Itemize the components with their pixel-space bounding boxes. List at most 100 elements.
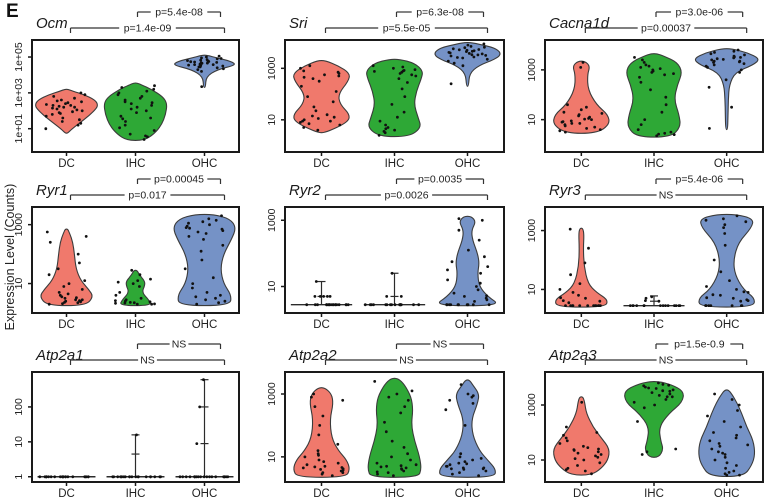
data-point bbox=[735, 214, 739, 218]
data-point bbox=[330, 474, 334, 478]
data-point bbox=[313, 405, 317, 408]
data-point bbox=[642, 384, 646, 388]
data-point bbox=[128, 132, 132, 136]
data-point bbox=[448, 463, 452, 467]
data-point bbox=[199, 58, 203, 62]
data-point bbox=[717, 450, 720, 454]
data-point bbox=[475, 285, 478, 288]
data-point bbox=[597, 447, 600, 451]
data-point bbox=[410, 73, 414, 77]
data-point bbox=[197, 65, 201, 69]
data-point bbox=[64, 475, 68, 479]
data-point bbox=[653, 403, 656, 407]
data-point bbox=[47, 475, 50, 479]
data-point bbox=[300, 84, 303, 88]
data-point bbox=[564, 436, 568, 440]
data-point bbox=[585, 105, 588, 109]
data-point bbox=[311, 77, 315, 80]
data-point bbox=[484, 469, 488, 473]
data-point bbox=[598, 461, 602, 465]
x-tick-label: IHC bbox=[644, 488, 664, 500]
data-point bbox=[641, 58, 644, 62]
data-point bbox=[661, 383, 665, 386]
data-point bbox=[132, 301, 136, 305]
data-point bbox=[57, 291, 61, 294]
data-point bbox=[123, 123, 127, 127]
data-point bbox=[461, 466, 465, 470]
x-tick-label: DC bbox=[573, 319, 590, 331]
data-point bbox=[194, 295, 198, 299]
data-point bbox=[719, 270, 723, 274]
data-point bbox=[62, 105, 66, 109]
data-point bbox=[738, 473, 741, 477]
data-point bbox=[565, 439, 569, 443]
data-point bbox=[659, 304, 662, 307]
data-point bbox=[410, 389, 414, 393]
data-point bbox=[329, 119, 332, 123]
data-point bbox=[71, 475, 75, 479]
data-point bbox=[710, 447, 714, 451]
y-tick-label: 1000 bbox=[526, 58, 538, 82]
data-point bbox=[444, 408, 448, 412]
data-point bbox=[583, 117, 586, 121]
data-point bbox=[52, 95, 56, 98]
data-point bbox=[136, 475, 140, 479]
data-point bbox=[314, 109, 318, 113]
data-point bbox=[476, 288, 480, 292]
data-point bbox=[205, 55, 208, 59]
data-point bbox=[114, 299, 117, 302]
data-point bbox=[377, 133, 381, 137]
data-point bbox=[466, 303, 470, 307]
data-point bbox=[314, 280, 318, 283]
data-point bbox=[472, 55, 476, 59]
data-point bbox=[387, 395, 391, 399]
data-point bbox=[43, 475, 47, 479]
data-point bbox=[207, 217, 211, 221]
data-point bbox=[326, 295, 329, 298]
data-point bbox=[558, 288, 562, 291]
data-point bbox=[130, 268, 134, 272]
data-point bbox=[202, 378, 205, 382]
data-point bbox=[722, 420, 726, 423]
data-point bbox=[596, 450, 600, 454]
data-point bbox=[312, 392, 315, 396]
data-point bbox=[124, 120, 127, 123]
data-point bbox=[562, 110, 566, 114]
data-point bbox=[302, 69, 306, 73]
y-tick-label: 1000 bbox=[13, 213, 25, 237]
data-point bbox=[568, 227, 572, 231]
data-point bbox=[191, 286, 194, 290]
data-point bbox=[199, 61, 203, 65]
data-point bbox=[199, 249, 203, 253]
data-point bbox=[644, 63, 648, 67]
data-point bbox=[723, 223, 727, 227]
data-point bbox=[400, 467, 403, 471]
data-point bbox=[123, 301, 127, 305]
data-point bbox=[319, 468, 322, 471]
data-point bbox=[638, 75, 641, 79]
data-point bbox=[183, 267, 187, 271]
data-point bbox=[392, 474, 395, 478]
data-point bbox=[452, 61, 456, 65]
data-point bbox=[639, 123, 643, 126]
data-point bbox=[384, 127, 388, 131]
data-point bbox=[336, 461, 340, 465]
x-tick-label: IHC bbox=[126, 488, 146, 500]
p-value-label: p=3.0e-06 bbox=[676, 7, 724, 19]
data-point bbox=[130, 475, 134, 479]
data-point bbox=[47, 302, 51, 306]
data-point bbox=[658, 67, 662, 70]
data-point bbox=[390, 103, 394, 106]
gene-title: Atp2a2 bbox=[288, 347, 337, 364]
data-point bbox=[477, 474, 480, 478]
data-point bbox=[650, 391, 654, 394]
data-point bbox=[44, 114, 48, 118]
x-tick-label: DC bbox=[313, 319, 330, 331]
data-point bbox=[739, 425, 742, 429]
data-point bbox=[373, 70, 376, 73]
data-point bbox=[63, 296, 67, 300]
data-point bbox=[206, 61, 209, 65]
data-point bbox=[744, 220, 748, 224]
data-point bbox=[471, 458, 474, 462]
